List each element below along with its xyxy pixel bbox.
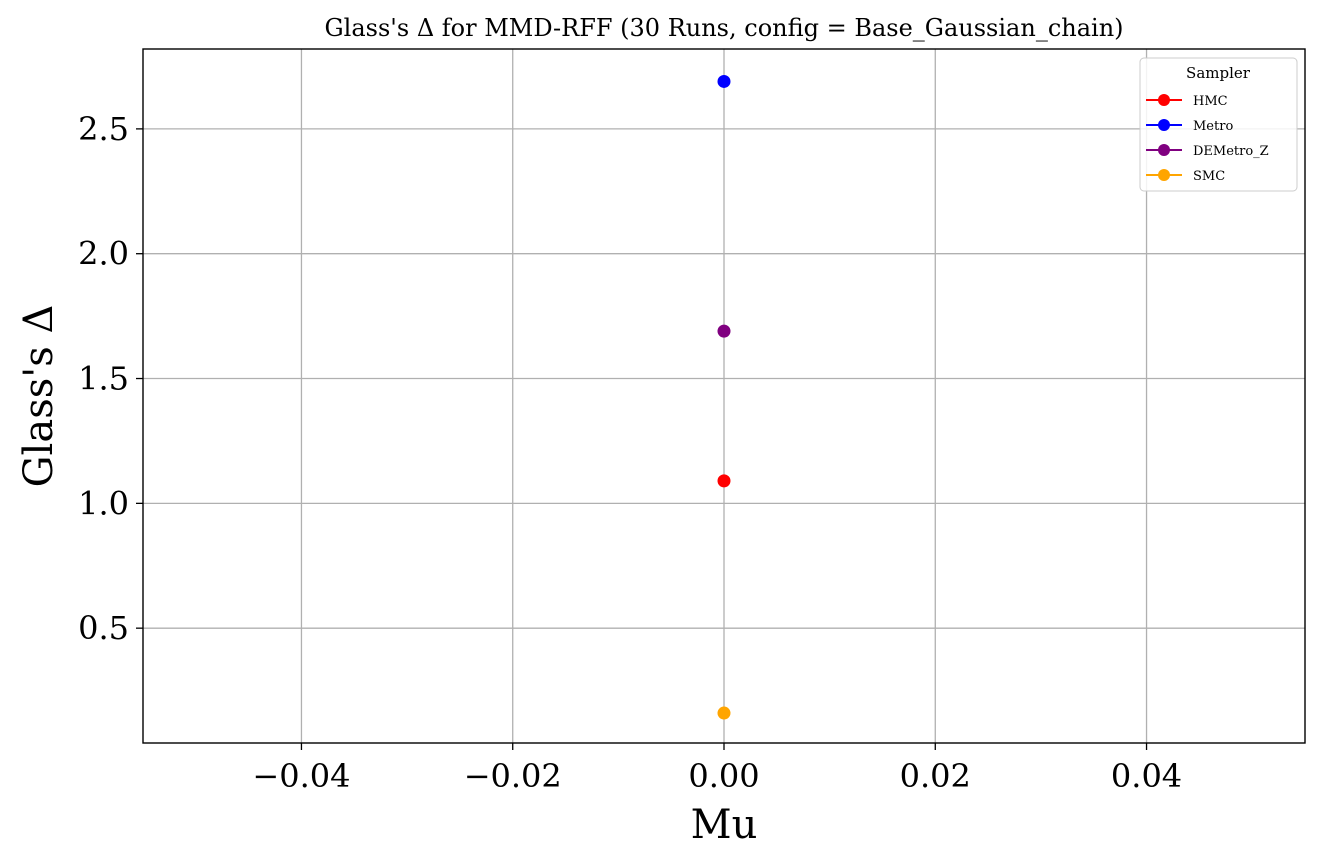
grid — [143, 49, 1305, 743]
x-tick-label: 0.00 — [688, 757, 759, 795]
legend-label-hmc: HMC — [1193, 94, 1228, 109]
legend-marker-demetro-z — [1158, 144, 1170, 156]
legend: Sampler HMC Metro DEMetro_Z SMC — [1139, 57, 1298, 192]
legend-items: HMC Metro DEMetro_Z SMC — [1146, 94, 1269, 184]
y-axis-label: Glass's Δ — [16, 305, 62, 488]
legend-label-demetro-z: DEMetro_Z — [1193, 144, 1269, 159]
x-axis-label: Mu — [691, 802, 758, 848]
y-tick-label: 2.5 — [78, 110, 129, 148]
legend-marker-hmc — [1158, 94, 1170, 106]
legend-title: Sampler — [1186, 64, 1251, 82]
y-tick-label: 1.0 — [78, 484, 129, 522]
data-points — [717, 74, 731, 720]
legend-marker-smc — [1158, 169, 1170, 181]
data-point-hmc — [717, 474, 731, 488]
legend-label-metro: Metro — [1193, 119, 1233, 134]
data-point-smc — [717, 706, 731, 720]
legend-marker-metro — [1158, 119, 1170, 131]
data-point-metro — [717, 74, 731, 88]
x-tick-label: −0.02 — [464, 757, 562, 795]
x-tick-label: 0.04 — [1111, 757, 1182, 795]
legend-box — [1139, 57, 1298, 192]
x-tick-label: 0.02 — [900, 757, 971, 795]
x-tick-label: −0.04 — [252, 757, 350, 795]
y-tick-label: 0.5 — [78, 609, 129, 647]
data-point-demetro-z — [717, 324, 731, 338]
y-tick-label: 1.5 — [78, 360, 129, 398]
y-tick-label: 2.0 — [78, 235, 129, 273]
chart-title: Glass's Δ for MMD-RFF (30 Runs, config =… — [324, 14, 1123, 42]
legend-label-smc: SMC — [1193, 169, 1225, 184]
axis-ticks: −0.04 −0.02 0.00 0.02 0.04 0.5 1.0 1.5 2.0 2.5 — [78, 110, 1182, 795]
